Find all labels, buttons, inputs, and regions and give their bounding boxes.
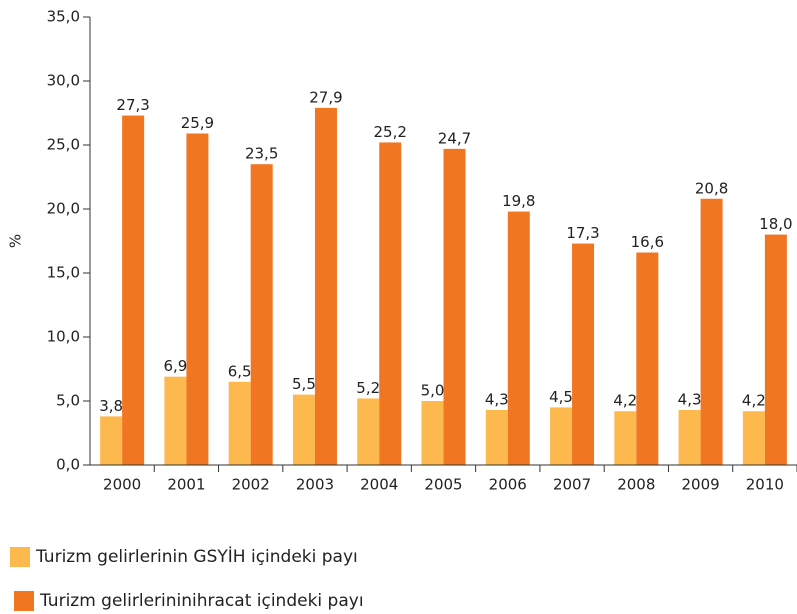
data-label: 4,2 — [613, 392, 637, 410]
data-label: 16,6 — [631, 233, 664, 251]
bar — [186, 133, 209, 466]
y-tick-label: 20,0 — [47, 200, 80, 218]
data-label: 27,3 — [116, 96, 149, 114]
y-tick-label: 10,0 — [47, 328, 80, 346]
bar — [485, 409, 508, 465]
bar — [614, 411, 637, 465]
bar — [572, 243, 595, 465]
bar — [164, 376, 187, 465]
x-tick-label: 2005 — [424, 476, 462, 494]
data-label: 25,9 — [181, 114, 214, 132]
data-label: 24,7 — [438, 129, 471, 147]
legend-label: Turizm gelirlerininihracat içindeki payı — [39, 591, 364, 611]
data-label: 4,5 — [549, 388, 573, 406]
y-tick-label: 25,0 — [47, 136, 80, 154]
data-label: 18,0 — [759, 215, 792, 233]
bar — [421, 401, 444, 465]
data-label: 6,9 — [163, 357, 187, 375]
y-tick-label: 5,0 — [56, 392, 80, 410]
data-label: 19,8 — [502, 192, 535, 210]
bar — [443, 148, 466, 465]
data-label: 5,5 — [292, 375, 316, 393]
legend-swatch — [10, 547, 30, 567]
x-tick-label: 2010 — [746, 476, 784, 494]
x-tick-label: 2002 — [232, 476, 270, 494]
data-label: 23,5 — [245, 145, 278, 163]
x-tick-label: 2009 — [681, 476, 719, 494]
bar — [250, 164, 273, 465]
data-label: 5,0 — [421, 382, 445, 400]
bar — [314, 107, 337, 465]
bar — [100, 416, 123, 465]
x-tick-label: 2000 — [103, 476, 141, 494]
bar — [122, 115, 145, 465]
bar — [357, 398, 380, 465]
bar — [550, 407, 573, 465]
x-tick-label: 2004 — [360, 476, 398, 494]
data-label: 4,3 — [678, 390, 702, 408]
y-tick-label: 15,0 — [47, 264, 80, 282]
bar — [228, 381, 251, 465]
y-tick-label: 0,0 — [56, 456, 80, 474]
data-label: 20,8 — [695, 179, 728, 197]
x-tick-label: 2008 — [617, 476, 655, 494]
x-tick-label: 2006 — [489, 476, 527, 494]
legend-swatch — [14, 591, 34, 611]
bar — [636, 252, 659, 465]
data-label: 27,9 — [309, 88, 342, 106]
x-tick-label: 2007 — [553, 476, 591, 494]
y-tick-label: 30,0 — [47, 72, 80, 90]
data-label: 3,8 — [99, 397, 123, 415]
data-label: 4,3 — [485, 390, 509, 408]
bar — [764, 234, 787, 465]
bar — [700, 198, 723, 465]
bar — [379, 142, 402, 465]
bar — [742, 411, 765, 465]
data-label: 25,2 — [374, 123, 407, 141]
data-label: 17,3 — [566, 224, 599, 242]
legend-label: Turizm gelirlerinin GSYİH içindeki payı — [35, 546, 358, 567]
data-label: 6,5 — [228, 362, 252, 380]
data-label: 4,2 — [742, 392, 766, 410]
x-tick-label: 2001 — [167, 476, 205, 494]
bar — [507, 211, 530, 465]
data-label: 5,2 — [356, 379, 380, 397]
y-tick-label: 35,0 — [47, 8, 80, 26]
y-axis-label: % — [7, 234, 25, 248]
bar — [678, 409, 701, 465]
x-tick-label: 2003 — [296, 476, 334, 494]
bar — [292, 394, 315, 465]
